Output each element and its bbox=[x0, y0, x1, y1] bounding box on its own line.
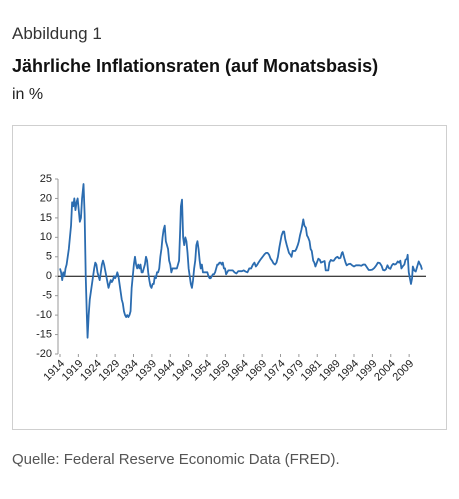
y-tick-label: -5 bbox=[42, 290, 52, 302]
source-note: Quelle: Federal Reserve Economic Data (F… bbox=[12, 451, 340, 468]
chart-title: Jährliche Inflationsraten (auf Monatsbas… bbox=[12, 56, 379, 76]
y-tick-label: -15 bbox=[36, 328, 52, 340]
y-tick-label: 20 bbox=[40, 192, 52, 204]
y-tick-label: 15 bbox=[40, 212, 52, 224]
y-tick-label: 10 bbox=[40, 231, 52, 243]
y-tick-label: -20 bbox=[36, 348, 52, 360]
y-tick-label: 5 bbox=[46, 251, 52, 263]
data-line bbox=[59, 183, 423, 339]
y-tick-label: 25 bbox=[40, 173, 52, 185]
chart: 2520151050-5-10-15-201914191919241929193… bbox=[12, 125, 447, 430]
figure-label: Abbildung 1 bbox=[12, 24, 102, 43]
unit-label: in % bbox=[12, 86, 44, 103]
y-tick-label: -10 bbox=[36, 309, 52, 321]
y-tick-label: 0 bbox=[46, 270, 52, 282]
chart-frame bbox=[12, 125, 447, 430]
